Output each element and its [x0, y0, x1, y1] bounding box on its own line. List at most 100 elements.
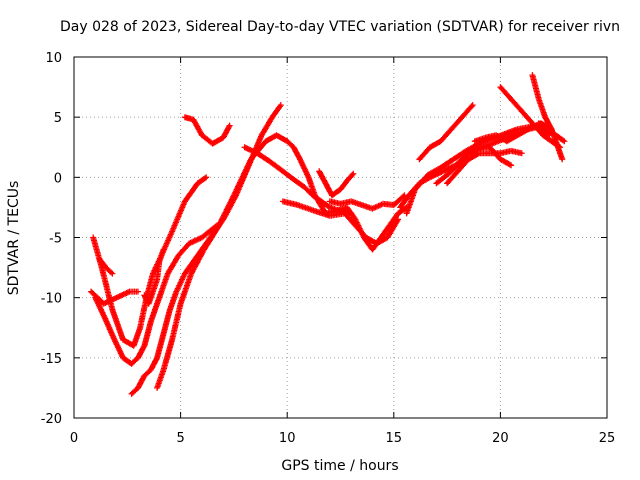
- data-point-markers: [147, 296, 162, 325]
- grid-lines: [74, 57, 607, 418]
- data-point-markers: [154, 260, 163, 283]
- data-point-markers: [514, 127, 530, 139]
- x-tick-label: 15: [386, 431, 403, 446]
- data-point-markers: [128, 356, 140, 367]
- y-tick-label: -5: [49, 232, 62, 247]
- data-point-markers: [518, 108, 535, 125]
- series-track-9: [279, 198, 402, 247]
- series-track-10: [326, 192, 408, 212]
- data-point-markers: [154, 368, 166, 391]
- x-tick-label: 0: [70, 431, 78, 446]
- data-point-markers: [305, 174, 318, 197]
- y-tick-label: -15: [41, 352, 62, 367]
- data-point-markers: [444, 163, 460, 178]
- data-point-markers: [437, 157, 456, 171]
- data-point-markers: [529, 72, 542, 101]
- data-point-markers: [166, 290, 179, 313]
- data-point-markers: [290, 144, 303, 161]
- data-point-markers: [241, 144, 259, 156]
- data-point-markers: [508, 96, 524, 113]
- data-point-markers: [254, 150, 272, 164]
- data-point-markers: [384, 217, 401, 241]
- data-point-markers: [459, 103, 475, 121]
- data-point-markers: [503, 133, 520, 145]
- data-point-markers: [267, 158, 285, 174]
- data-point-markers: [220, 123, 232, 141]
- series-track-20: [535, 120, 568, 145]
- data-point-markers: [437, 127, 454, 145]
- data-point-markers: [465, 145, 481, 157]
- data-point-markers: [337, 179, 349, 193]
- data-point-markers: [416, 145, 432, 163]
- data-point-markers: [160, 338, 175, 373]
- data-point-markers: [156, 248, 166, 265]
- data-point-markers: [463, 141, 481, 154]
- data-point-markers: [552, 132, 567, 144]
- data-point-markers: [403, 187, 418, 217]
- data-point-markers: [292, 177, 306, 190]
- series-track-18: [529, 72, 566, 163]
- data-point-markers: [154, 332, 167, 361]
- data-point-markers: [279, 168, 298, 183]
- data-point-markers: [369, 201, 385, 212]
- data-point-markers: [273, 132, 289, 144]
- series-track-8: [284, 138, 410, 253]
- data-point-markers: [386, 211, 401, 229]
- data-point-markers: [454, 151, 471, 169]
- data-point-markers: [329, 187, 343, 199]
- data-point-markers: [173, 272, 188, 295]
- data-point-markers: [258, 115, 275, 139]
- data-point-markers: [113, 289, 131, 301]
- data-point-markers: [130, 326, 143, 349]
- data-point-markers: [341, 210, 358, 228]
- series-track-6: [181, 114, 233, 147]
- data-point-markers: [343, 171, 356, 184]
- data-point-markers: [284, 138, 296, 149]
- data-point-markers: [454, 157, 471, 175]
- data-point-markers: [279, 198, 300, 208]
- data-point-marker: [160, 246, 167, 253]
- data-point-markers: [230, 157, 254, 199]
- data-point-marker: [203, 174, 210, 181]
- series-track-5: [88, 288, 141, 307]
- data-point-marker: [559, 156, 566, 163]
- data-point-marker: [277, 102, 284, 109]
- data-point-markers: [156, 272, 171, 301]
- data-point-marker: [350, 170, 357, 177]
- data-point-markers: [497, 156, 513, 168]
- data-point-markers: [433, 173, 449, 187]
- chart-title: Day 028 of 2023, Sidereal Day-to-day VTE…: [60, 19, 620, 35]
- data-point-marker: [395, 216, 402, 223]
- data-point-markers: [96, 256, 109, 270]
- data-point-marker: [469, 102, 476, 109]
- data-point-markers: [294, 202, 317, 214]
- data-point-markers: [201, 223, 222, 253]
- series-track-14: [416, 102, 476, 163]
- data-point-markers: [390, 193, 407, 208]
- data-point-markers: [141, 368, 153, 379]
- data-series: [88, 72, 568, 397]
- series-track-2: [92, 222, 220, 367]
- data-point-markers: [552, 138, 565, 161]
- series-track-1: [90, 174, 210, 349]
- data-point-markers: [535, 120, 550, 132]
- series-track-19: [444, 147, 525, 187]
- data-point-markers: [343, 204, 358, 222]
- data-point-markers: [128, 386, 140, 397]
- tick-labels: 0 5 10 15 20 25 -20 -15 -10 -5 0 5 10: [41, 51, 616, 446]
- data-point-markers: [188, 247, 207, 277]
- data-point-markers: [427, 169, 445, 181]
- series-track-22: [96, 256, 116, 277]
- x-tick-label: 25: [599, 431, 616, 446]
- series-track-12: [397, 120, 555, 211]
- data-point-marker: [134, 288, 141, 295]
- series-track-11: [316, 168, 357, 199]
- series-track-21: [141, 246, 167, 307]
- data-point-markers: [190, 116, 205, 137]
- data-point-markers: [141, 320, 154, 349]
- data-point-markers: [164, 253, 181, 277]
- data-point-markers: [311, 208, 332, 219]
- data-point-marker: [561, 138, 568, 145]
- x-tick-label: 5: [176, 431, 184, 446]
